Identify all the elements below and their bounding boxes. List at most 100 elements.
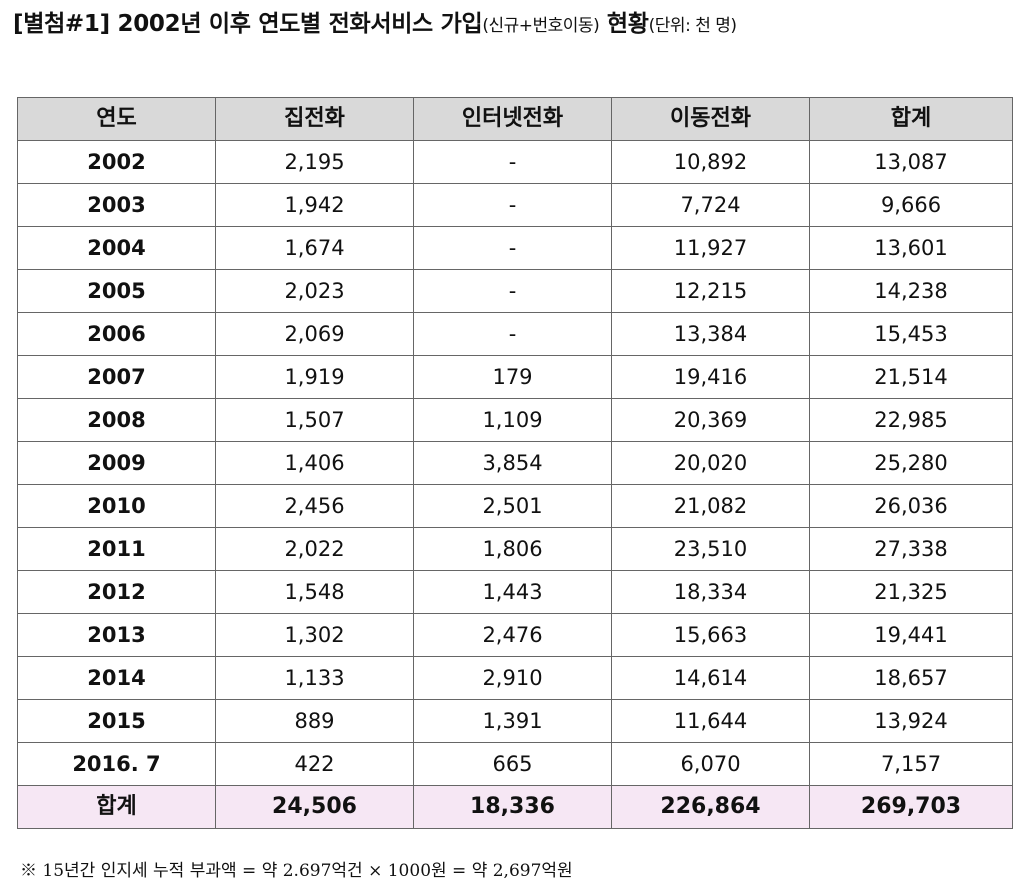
cell-mobile: 20,369	[611, 398, 810, 442]
cell-total: 15,453	[809, 312, 1013, 356]
cell-internet-phone: -	[413, 140, 612, 184]
header-internet-phone: 인터넷전화	[413, 97, 612, 141]
cell-internet-phone: 1,391	[413, 699, 612, 743]
table-row: 2016. 7 422 665 6,070 7,157	[17, 742, 1013, 786]
table-row: 2007 1,919 179 19,416 21,514	[17, 355, 1013, 399]
title-main: [별첨#1] 2002년 이후 연도별 전화서비스 가입	[13, 11, 483, 37]
table-row: 2006 2,069-13,384 15,453	[17, 312, 1013, 356]
cell-mobile: 11,927	[611, 226, 810, 270]
cell-internet-phone: -	[413, 183, 612, 227]
cell-landline: 422	[215, 742, 414, 786]
table-row: 2008 1,507 1,109 20,369 22,985	[17, 398, 1013, 442]
cell-internet-phone: 1,806	[413, 527, 612, 571]
cell-total: 13,601	[809, 226, 1013, 270]
header-row: 연도 집전화 인터넷전화 이동전화 합계	[17, 97, 1013, 141]
cell-year: 2008	[17, 398, 216, 442]
cell-year: 2003	[17, 183, 216, 227]
cell-year: 2007	[17, 355, 216, 399]
cell-landline: 1,133	[215, 656, 414, 700]
cell-total: 26,036	[809, 484, 1013, 528]
cell-total: 25,280	[809, 441, 1013, 485]
table-row: 2010 2,456 2,501 21,082 26,036	[17, 484, 1013, 528]
cell-mobile: 7,724	[611, 183, 810, 227]
table-row: 2003 1,942-7,724 9,666	[17, 183, 1013, 227]
cell-year: 2004	[17, 226, 216, 270]
cell-landline: 1,406	[215, 441, 414, 485]
cell-total: 13,924	[809, 699, 1013, 743]
cell-internet-phone: 1,109	[413, 398, 612, 442]
cell-year: 2010	[17, 484, 216, 528]
header-year: 연도	[17, 97, 216, 141]
cell-internet-phone: 1,443	[413, 570, 612, 614]
cell-internet-phone: 2,476	[413, 613, 612, 657]
cell-mobile: 20,020	[611, 441, 810, 485]
cell-mobile: 12,215	[611, 269, 810, 313]
cell-total: 9,666	[809, 183, 1013, 227]
cell-year: 2011	[17, 527, 216, 571]
total-sum: 269,703	[809, 785, 1013, 829]
cell-landline: 1,942	[215, 183, 414, 227]
table-row: 2013 1,302 2,476 15,663 19,441	[17, 613, 1013, 657]
total-internet-phone: 18,336	[413, 785, 612, 829]
header-mobile: 이동전화	[611, 97, 810, 141]
table-row: 2004 1,674-11,927 13,601	[17, 226, 1013, 270]
cell-year: 2002	[17, 140, 216, 184]
cell-internet-phone: 665	[413, 742, 612, 786]
table-row: 2014 1,133 2,910 14,614 18,657	[17, 656, 1013, 700]
subscription-table: 연도 집전화 인터넷전화 이동전화 합계 2002 2,195-10,892 13,…	[17, 97, 1013, 829]
title-unit: (단위: 천 명)	[648, 16, 737, 36]
cell-mobile: 6,070	[611, 742, 810, 786]
cell-mobile: 11,644	[611, 699, 810, 743]
cell-landline: 1,507	[215, 398, 414, 442]
cell-total: 18,657	[809, 656, 1013, 700]
header-landline: 집전화	[215, 97, 414, 141]
cell-year: 2012	[17, 570, 216, 614]
cell-mobile: 14,614	[611, 656, 810, 700]
cell-mobile: 23,510	[611, 527, 810, 571]
title-sub: (신규+번호이동)	[482, 16, 600, 36]
total-landline: 24,506	[215, 785, 414, 829]
cell-total: 22,985	[809, 398, 1013, 442]
cell-year: 2015	[17, 699, 216, 743]
cell-internet-phone: 3,854	[413, 441, 612, 485]
cell-internet-phone: 179	[413, 355, 612, 399]
table-row: 2002 2,195-10,892 13,087	[17, 140, 1013, 184]
page-title: [별첨#1] 2002년 이후 연도별 전화서비스 가입(신규+번호이동) 현황…	[13, 6, 737, 42]
cell-internet-phone: 2,501	[413, 484, 612, 528]
table-header: 연도 집전화 인터넷전화 이동전화 합계	[17, 97, 1013, 141]
total-label: 합계	[17, 785, 216, 829]
table-row: 2005 2,023-12,215 14,238	[17, 269, 1013, 313]
table-row: 2015 889 1,391 11,644 13,924	[17, 699, 1013, 743]
cell-total: 14,238	[809, 269, 1013, 313]
cell-internet-phone: 2,910	[413, 656, 612, 700]
cell-mobile: 19,416	[611, 355, 810, 399]
cell-total: 21,325	[809, 570, 1013, 614]
cell-internet-phone: -	[413, 226, 612, 270]
table-row: 2011 2,022 1,806 23,510 27,338	[17, 527, 1013, 571]
cell-mobile: 10,892	[611, 140, 810, 184]
cell-internet-phone: -	[413, 269, 612, 313]
cell-mobile: 18,334	[611, 570, 810, 614]
cell-year: 2005	[17, 269, 216, 313]
cell-landline: 1,302	[215, 613, 414, 657]
title-main-2: 현황	[599, 11, 649, 37]
cell-year: 2006	[17, 312, 216, 356]
cell-landline: 2,069	[215, 312, 414, 356]
cell-landline: 889	[215, 699, 414, 743]
table-body: 2002 2,195-10,892 13,087 2003 1,942-7,724 9,6…	[17, 140, 1013, 786]
cell-year: 2013	[17, 613, 216, 657]
table-footer: 합계 24,506 18,336 226,864 269,703	[17, 785, 1013, 829]
table-row: 2012 1,548 1,443 18,334 21,325	[17, 570, 1013, 614]
cell-year: 2009	[17, 441, 216, 485]
cell-mobile: 15,663	[611, 613, 810, 657]
cell-total: 19,441	[809, 613, 1013, 657]
cell-mobile: 21,082	[611, 484, 810, 528]
total-mobile: 226,864	[611, 785, 810, 829]
cell-mobile: 13,384	[611, 312, 810, 356]
cell-year: 2014	[17, 656, 216, 700]
cell-year: 2016. 7	[17, 742, 216, 786]
cell-landline: 1,919	[215, 355, 414, 399]
cell-landline: 2,023	[215, 269, 414, 313]
cell-total: 13,087	[809, 140, 1013, 184]
cell-internet-phone: -	[413, 312, 612, 356]
